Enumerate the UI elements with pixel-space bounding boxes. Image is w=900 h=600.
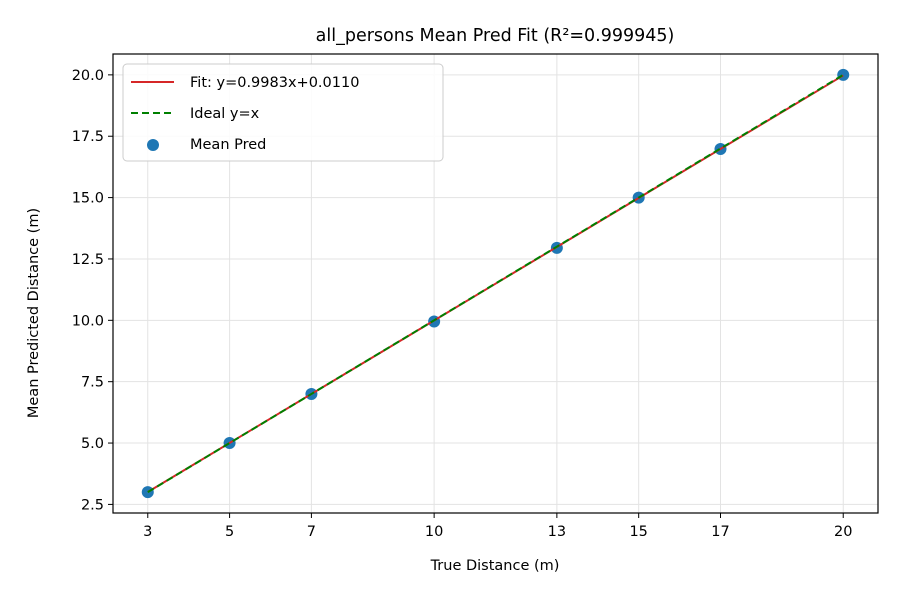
x-tick-label: 15 [629, 524, 647, 540]
y-axis-label: Mean Predicted Distance (m) [26, 208, 42, 418]
x-tick-label: 13 [548, 524, 566, 540]
axis-ticks: 3 5 7 10 13 15 17 20 2.5 5.0 7.5 10.0 12.5 15.0 17.5 20… [72, 68, 853, 540]
legend-mean-pred-swatch [147, 139, 159, 151]
legend: Fit: y=0.9983x+0.0110 Ideal y=x Mean Pre… [122, 63, 444, 162]
y-tick-label: 12.5 [72, 252, 104, 268]
legend-fit-label: Fit: y=0.9983x+0.0110 [190, 75, 359, 91]
legend-mean-pred-label: Mean Pred [190, 137, 266, 153]
legend-box [122, 63, 444, 162]
ideal-line [147, 74, 844, 493]
x-tick-label: 3 [143, 524, 152, 540]
chart-title: all_persons Mean Pred Fit (R²=0.999945) [316, 26, 675, 46]
grid [113, 54, 878, 513]
x-tick-label: 17 [711, 524, 729, 540]
y-tick-label: 5.0 [81, 436, 104, 452]
x-tick-label: 5 [225, 524, 234, 540]
x-tick-label: 20 [834, 524, 852, 540]
plot-frame [112, 53, 879, 514]
legend-ideal-label: Ideal y=x [190, 106, 260, 122]
y-tick-label: 15.0 [72, 191, 104, 207]
x-tick-label: 7 [307, 524, 316, 540]
y-tick-label: 7.5 [81, 375, 104, 391]
x-tick-label: 10 [425, 524, 443, 540]
y-tick-label: 2.5 [81, 497, 104, 513]
plot-series [141, 68, 850, 499]
y-tick-label: 10.0 [72, 313, 104, 329]
y-tick-label: 20.0 [72, 68, 104, 84]
y-tick-label: 17.5 [72, 129, 104, 145]
x-axis-label: True Distance (m) [430, 558, 560, 574]
